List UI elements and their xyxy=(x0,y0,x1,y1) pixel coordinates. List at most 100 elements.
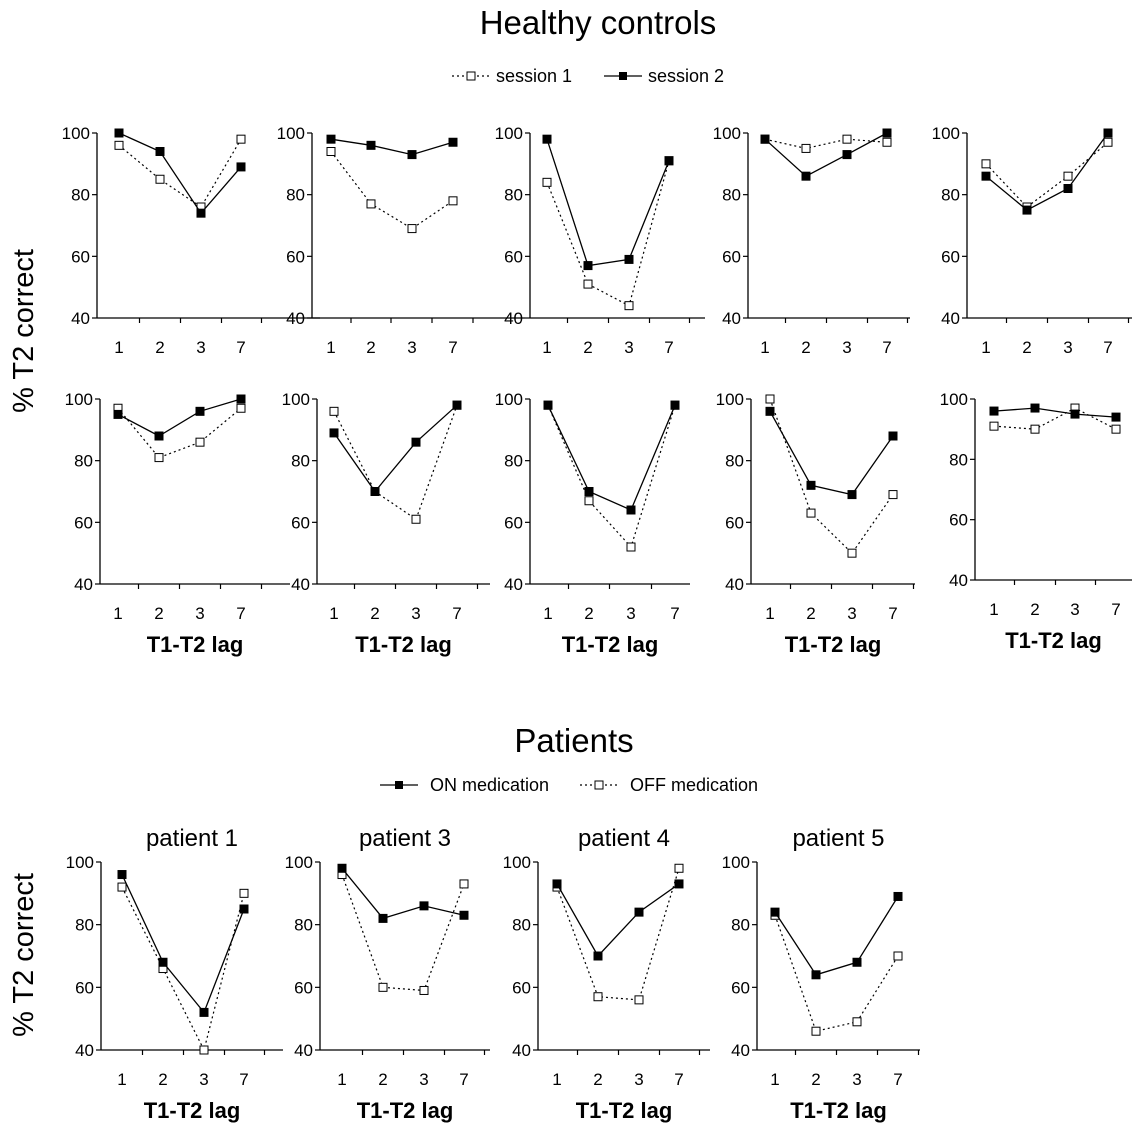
data-point-session-2 xyxy=(584,487,594,496)
data-point-off-medication xyxy=(811,1026,821,1036)
y-tick-label: 100 xyxy=(716,390,744,409)
data-point-session-2 xyxy=(1070,409,1080,419)
x-tick-label: 3 xyxy=(199,1070,208,1089)
data-point-session-2 xyxy=(236,394,246,404)
data-point-session-1 xyxy=(236,134,246,144)
series-line-session-1 xyxy=(117,407,242,459)
legend-marker-session1 xyxy=(466,71,476,81)
controls-y-axis-label: % T2 correct xyxy=(8,249,40,413)
panel-title: patient 1 xyxy=(146,825,238,852)
y-tick-label: 40 xyxy=(512,1041,531,1060)
y-tick-label: 80 xyxy=(71,186,90,205)
data-point-session-1 xyxy=(195,437,205,447)
y-tick-label: 60 xyxy=(504,247,523,266)
series-line-session-1 xyxy=(993,407,1117,430)
x-tick-label: 1 xyxy=(989,600,998,619)
y-tick-label: 60 xyxy=(75,978,94,997)
series-line-session-2 xyxy=(117,398,242,437)
data-point-session-1 xyxy=(114,140,124,150)
x-tick-label: 3 xyxy=(419,1070,428,1089)
data-point-session-2 xyxy=(1111,412,1121,422)
panel-title: patient 5 xyxy=(792,825,884,852)
data-point-on-medication xyxy=(893,891,903,901)
data-point-session-1 xyxy=(801,143,811,153)
data-point-session-1 xyxy=(584,496,594,506)
data-point-session-2 xyxy=(806,480,816,490)
patients-legend: ON medication OFF medication xyxy=(380,775,758,795)
x-tick-label: 7 xyxy=(236,338,245,357)
data-point-session-2 xyxy=(155,147,165,156)
y-tick-label: 100 xyxy=(282,390,310,409)
x-tick-label: 2 xyxy=(1022,338,1031,357)
x-axis-label: T1-T2 lag xyxy=(144,1098,241,1123)
series-line-session-2 xyxy=(547,404,676,511)
x-tick-label: 1 xyxy=(765,604,774,623)
series-line-session-1 xyxy=(764,138,888,150)
series-line-on-medication xyxy=(556,883,680,958)
chart-panel-13: 40 60 80 100 1 2 3 7T1-T2 lag patient 4 xyxy=(503,825,710,1123)
data-point-session-1 xyxy=(847,548,857,558)
x-tick-label: 2 xyxy=(806,604,815,623)
y-tick-label: 100 xyxy=(495,124,523,143)
data-point-session-2 xyxy=(195,406,205,416)
x-tick-label: 3 xyxy=(195,604,204,623)
y-tick-label: 40 xyxy=(949,571,968,590)
x-tick-label: 1 xyxy=(770,1070,779,1089)
data-point-on-medication xyxy=(459,910,469,920)
series-line-session-1 xyxy=(985,141,1109,208)
series-line-session-2 xyxy=(330,138,454,156)
y-tick-label: 80 xyxy=(731,916,750,935)
y-tick-label: 100 xyxy=(66,853,94,872)
y-tick-label: 80 xyxy=(294,916,313,935)
data-point-session-2 xyxy=(411,437,421,447)
x-axis-label: T1-T2 lag xyxy=(790,1098,887,1123)
y-tick-label: 60 xyxy=(722,247,741,266)
data-point-on-medication xyxy=(634,907,644,917)
series-line-session-1 xyxy=(547,404,676,549)
data-point-session-1 xyxy=(989,421,999,431)
data-point-session-1 xyxy=(806,508,816,518)
data-point-session-2 xyxy=(842,150,852,160)
chart-panel-14: 40 60 80 100 1 2 3 7 T1-T2 lag patient 5 xyxy=(722,825,920,1123)
data-point-session-2 xyxy=(760,134,770,144)
data-point-session-2 xyxy=(765,406,775,416)
y-tick-label: 100 xyxy=(285,853,313,872)
y-tick-label: 60 xyxy=(731,978,750,997)
series-line-on-medication xyxy=(341,867,465,920)
patients-title: Patients xyxy=(514,722,633,759)
data-point-session-1 xyxy=(1030,424,1040,434)
x-tick-label: 2 xyxy=(154,604,163,623)
data-point-session-1 xyxy=(154,453,164,463)
series-line-session-2 xyxy=(985,132,1109,211)
panel-title: patient 4 xyxy=(578,825,670,852)
chart-panel-8: 40 60 80 100 1 2 3 7 T1-T2 lag xyxy=(495,390,690,657)
data-point-off-medication xyxy=(199,1045,209,1055)
x-tick-label: 7 xyxy=(882,338,891,357)
series-line-session-1 xyxy=(118,138,242,208)
series-line-session-2 xyxy=(546,138,670,267)
y-tick-label: 40 xyxy=(71,309,90,328)
data-point-session-1 xyxy=(326,147,336,156)
x-axis-label: T1-T2 lag xyxy=(576,1098,673,1123)
panels: 40 60 80 100 1 2 3 7 40 60 80 100 1 2 3 7 40 60 80 100 1 2 3 7 4… xyxy=(62,124,1132,1123)
data-point-session-2 xyxy=(543,400,553,410)
x-tick-label: 7 xyxy=(893,1070,902,1089)
data-point-session-1 xyxy=(542,177,552,187)
data-point-on-medication xyxy=(552,879,562,889)
data-point-off-medication xyxy=(239,888,249,898)
series-line-session-1 xyxy=(330,151,454,230)
series-line-session-2 xyxy=(333,404,458,493)
data-point-session-2 xyxy=(329,428,339,438)
legend-marker-session2 xyxy=(619,72,627,80)
y-tick-label: 60 xyxy=(74,513,93,532)
x-tick-label: 7 xyxy=(452,604,461,623)
data-point-session-2 xyxy=(989,406,999,416)
x-tick-label: 1 xyxy=(329,604,338,623)
y-tick-label: 100 xyxy=(495,390,523,409)
data-point-session-1 xyxy=(765,394,775,404)
y-tick-label: 40 xyxy=(294,1041,313,1060)
y-tick-label: 80 xyxy=(75,916,94,935)
data-point-session-1 xyxy=(155,174,165,184)
data-point-session-1 xyxy=(411,514,421,524)
